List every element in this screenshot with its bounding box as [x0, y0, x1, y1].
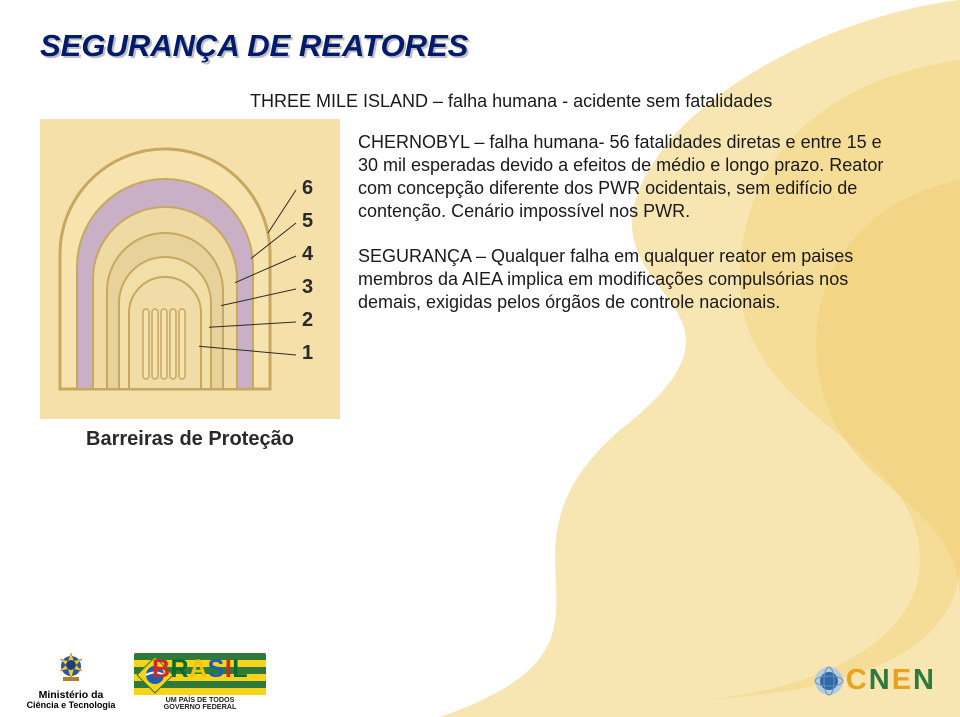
mct-logo: Ministério da Ciência e Tecnologia — [12, 653, 130, 711]
brasil-slogan: UM PAÍS DE TODOS GOVERNO FEDERAL — [134, 695, 266, 711]
svg-text:2: 2 — [302, 309, 313, 331]
globe-icon — [814, 666, 844, 696]
paragraph-seguranca: SEGURANÇA – Qualquer falha em qualquer r… — [358, 245, 898, 314]
brasil-logo: BRASIL UM PAÍS DE TODOS GOVERNO FEDERAL — [134, 653, 266, 711]
cnen-logo: CNEN — [814, 664, 934, 697]
intro-line: THREE MILE ISLAND – falha humana - acide… — [250, 90, 920, 113]
svg-text:5: 5 — [302, 210, 313, 232]
svg-text:3: 3 — [302, 276, 313, 298]
paragraph-chernobyl: CHERNOBYL – falha humana- 56 fatalidades… — [358, 131, 898, 223]
brasil-word: BRASIL — [134, 655, 266, 684]
page-title: SEGURANÇA DE REATORES — [40, 28, 920, 64]
svg-text:4: 4 — [302, 243, 314, 265]
coat-of-arms-icon — [49, 653, 93, 683]
svg-text:6: 6 — [302, 177, 313, 199]
diagram-caption: Barreiras de Proteção — [40, 428, 340, 451]
mct-line2: Ciência e Tecnologia — [12, 701, 130, 710]
barriers-diagram: 6 5 4 3 2 1 — [40, 119, 340, 419]
svg-text:1: 1 — [302, 342, 313, 364]
footer: Ministério da Ciência e Tecnologia BRASI… — [0, 627, 960, 717]
